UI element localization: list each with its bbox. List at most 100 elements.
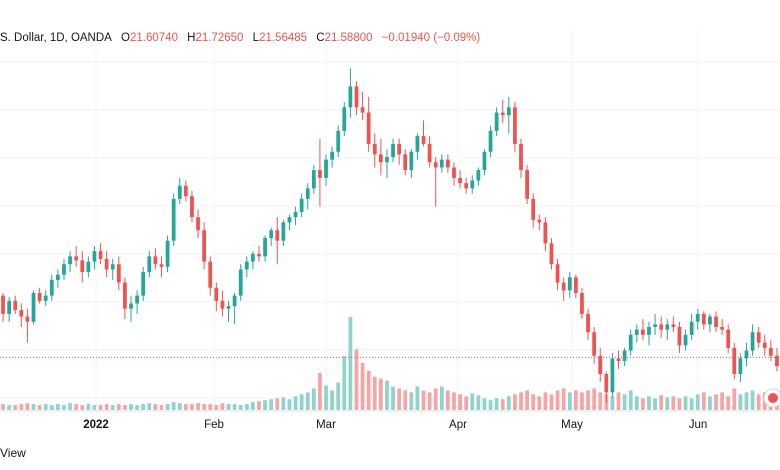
volume-bar [543, 392, 548, 410]
candle-body [708, 316, 712, 325]
volume-bar [214, 405, 219, 410]
footer-link[interactable]: View [0, 446, 26, 460]
candle-body [153, 256, 158, 265]
candle-body [488, 130, 493, 152]
volume-bar [25, 403, 30, 410]
volume-bar [634, 396, 639, 410]
volume-bar [342, 356, 347, 410]
candle-body [439, 159, 444, 168]
candle-body [689, 321, 694, 335]
x-tick-label-jun: Jun [689, 419, 708, 431]
volume-bar [62, 405, 66, 410]
volume-bar [147, 403, 152, 410]
candle-body [74, 256, 79, 261]
volume-bar [269, 399, 274, 410]
candle-body [330, 151, 334, 160]
volume-bar [708, 396, 712, 410]
close-key: C [316, 32, 325, 44]
volume-bar [43, 404, 48, 410]
candle-body [342, 107, 347, 131]
candle-body [403, 154, 408, 171]
candle-body [525, 170, 529, 199]
volume-bar [110, 405, 115, 410]
candle-body [641, 329, 645, 335]
candle-body [110, 264, 115, 270]
volume-bar [165, 404, 170, 410]
volume-bar [305, 392, 310, 410]
volume-bar [330, 390, 334, 410]
volume-bar [196, 403, 200, 410]
high-key: H [187, 32, 196, 44]
candle-body [775, 355, 779, 367]
volume-bar [19, 404, 24, 410]
volume-bar [531, 394, 536, 410]
volume-bar [141, 404, 146, 410]
volume-bar [92, 405, 97, 410]
volume-bar [494, 398, 499, 410]
candle-body [427, 143, 432, 163]
volume-bar [683, 396, 688, 410]
x-tick-label-mar: Mar [316, 419, 336, 431]
grid [0, 30, 780, 411]
candle-body [37, 293, 42, 301]
candle-body [13, 300, 18, 310]
candle-body [220, 300, 225, 309]
candle-body [677, 327, 682, 346]
candle-body [750, 332, 755, 351]
candle-body [543, 222, 548, 244]
volume-bar [689, 398, 694, 410]
candle-body [482, 151, 487, 171]
volume-bar [592, 388, 597, 410]
volume-bar [653, 398, 657, 410]
candle-body [135, 295, 139, 304]
volume-bar [86, 404, 91, 410]
volume-bar [750, 390, 755, 410]
candle-body [287, 217, 292, 223]
candle-body [43, 295, 48, 301]
volume-bar [244, 404, 249, 410]
candle-body [610, 358, 615, 393]
candle-body [433, 162, 438, 168]
volume-bar [573, 390, 578, 410]
volume-bar [360, 362, 365, 410]
candle-body [232, 295, 237, 307]
volume-bar [311, 388, 316, 410]
volume-bar [123, 405, 127, 410]
volume-bar [671, 396, 676, 410]
candle-body [214, 287, 219, 301]
candles [1, 68, 779, 403]
candle-body [567, 277, 572, 291]
volume-bar [226, 404, 231, 410]
candle-body [372, 143, 377, 155]
candle-body [580, 293, 584, 314]
candle-body [1, 295, 5, 314]
candle-body [354, 86, 359, 108]
candle-body [202, 230, 207, 262]
candle-body [665, 324, 670, 330]
candle-body [458, 177, 462, 184]
candle-body [762, 342, 767, 348]
volume-bar [458, 394, 462, 410]
logo-badge[interactable] [763, 388, 780, 408]
volume-bar [354, 349, 359, 410]
x-axis: 2022 Feb Mar Apr May Jun [0, 410, 780, 431]
candle-body [141, 272, 146, 296]
volume-bar [220, 403, 225, 410]
volume-bar [287, 399, 292, 410]
x-tick-label-2022: 2022 [83, 419, 109, 431]
volume-bar [159, 405, 164, 410]
candle-body [275, 230, 280, 241]
volume-bar [318, 372, 322, 410]
candle-body [506, 107, 511, 116]
volume-bar [116, 404, 121, 410]
candle-body [744, 350, 749, 359]
volume-bar [714, 394, 718, 410]
volume-bar [415, 386, 420, 410]
volume-bar [537, 396, 542, 410]
candle-body [598, 355, 603, 375]
volume-bar [336, 382, 341, 410]
volume-bar [68, 403, 72, 410]
candle-body [269, 230, 274, 239]
